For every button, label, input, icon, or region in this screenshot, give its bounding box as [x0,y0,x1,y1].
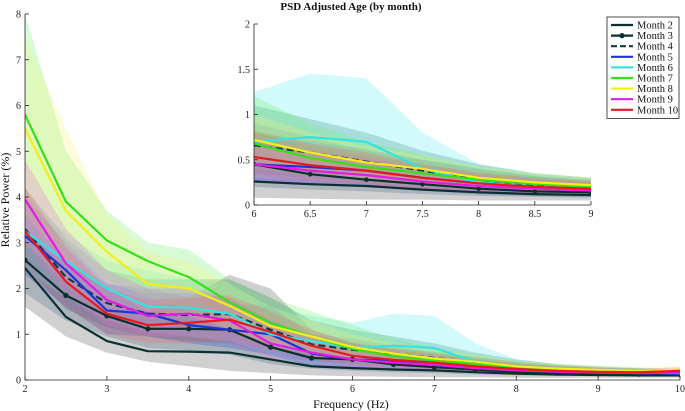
inset-band-month-6 [254,73,591,196]
inset-x-tick-label: 9 [589,209,594,220]
main-series-group [25,14,680,378]
legend-label-month-2: Month 2 [637,21,673,32]
inset-line-month-2 [254,180,591,197]
inset-point-month-3 [420,181,425,187]
main-x-tick-label: 2 [23,384,28,395]
legend-label-month-8: Month 8 [637,84,673,95]
inset-x-tick-label: 8 [476,209,481,220]
legend-label-month-10: Month 10 [637,105,678,116]
main-x-tick-label: 8 [514,384,519,395]
main-y-tick-label: 1 [16,330,21,341]
main-band-month-3 [25,233,680,377]
main-x-tick-label: 4 [186,384,191,395]
main-x-tick-label: 10 [675,384,685,395]
inset-x-tick-label: 6.5 [304,209,317,220]
inset-x-tick-label: 8.5 [529,209,542,220]
legend-label-month-9: Month 9 [637,95,673,106]
main-x-tick-label: 5 [268,384,273,395]
inset-y-tick-label: 2 [245,20,250,31]
inset-point-month-3 [476,186,482,191]
legend-marker-month-3 [619,33,625,39]
main-point-month-3 [268,344,274,350]
inset-y-tick-label: 1.5 [238,65,251,76]
main-line-month-2 [25,267,680,377]
main-point-month-3 [309,355,315,361]
main-y-tick-label: 0 [16,376,21,387]
y-axis-label: Relative Power (%) [0,153,12,248]
main-point-month-3 [25,257,28,263]
inset-point-month-3 [532,189,538,194]
inset-plot-area: 6 6.5 7 7.5 8 8.5 9 0 0.5 1 1.5 2 [238,20,594,221]
main-x-tick-label: 7 [432,384,437,395]
inset-y-tick-label: 0 [245,201,250,212]
main-y-tick-label: 6 [16,101,21,112]
main-point-month-3 [63,292,69,298]
main-y-tick-label: 8 [16,10,21,21]
inset-y-tick-label: 1 [245,110,250,121]
inset-band-month-10 [254,130,591,195]
x-axis-label: Frequency (Hz) [313,397,389,411]
main-y-tick-label: 7 [16,55,21,66]
main-point-month-3 [145,326,151,332]
main-band-month-9 [25,160,680,376]
inset-band-month-2 [254,132,591,201]
inset-point-month-3 [307,171,313,177]
inset-x-tick-label: 6 [252,209,257,220]
inset-line-month-8 [254,138,591,187]
inset-series-group [254,73,591,201]
inset-band-month-7 [254,96,591,195]
legend-label-month-4: Month 4 [637,42,674,53]
main-line-month-8 [25,127,680,372]
inset-x-tick-label: 7.5 [416,209,429,220]
legend-label-month-7: Month 7 [637,74,673,85]
main-band-month-5 [25,197,680,377]
inset-line-month-10 [254,155,591,190]
inset-y-tick-label: 0.5 [238,155,251,166]
main-x-tick-label: 3 [104,384,109,395]
main-y-tick-label: 4 [16,193,21,204]
inset-title: PSD Adjusted Age (by month) [280,1,422,13]
main-x-tick-label: 6 [350,384,355,395]
main-band-month-2 [25,242,680,378]
inset-x-tick-label: 7 [364,209,369,220]
main-y-tick-label: 3 [16,238,21,249]
main-line-month-10 [25,230,680,374]
legend-label-month-6: Month 6 [637,63,673,74]
inset-point-month-3 [364,177,369,182]
main-y-tick-label: 5 [16,147,21,158]
main-point-month-3 [186,326,192,332]
inset-line-month-7 [254,142,591,188]
main-band-month-7 [25,14,680,376]
inset-line-month-9 [254,163,591,192]
legend-label-month-3: Month 3 [637,31,673,42]
main-band-month-8 [25,36,680,375]
main-x-tick-label: 9 [596,384,601,395]
legend-label-month-5: Month 5 [637,52,673,63]
main-y-tick-label: 2 [16,284,21,295]
